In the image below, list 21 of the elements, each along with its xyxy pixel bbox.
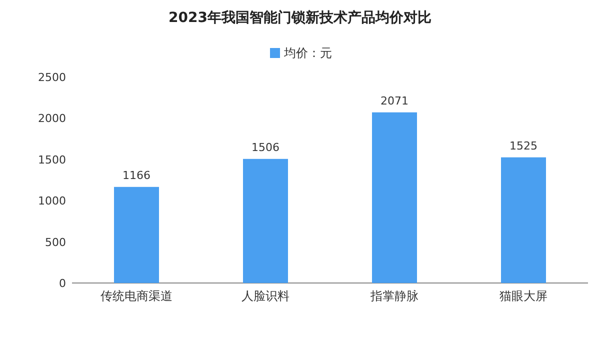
- data-label: 1525: [510, 139, 538, 152]
- legend-label: 均价：元: [283, 46, 332, 60]
- data-label: 2071: [380, 94, 408, 108]
- x-tick-label: 人脸识料: [242, 289, 290, 303]
- legend: 均价：元: [270, 46, 332, 60]
- bar: [114, 186, 159, 283]
- data-label: 1506: [252, 140, 280, 154]
- bar: [243, 158, 288, 283]
- x-tick-label: 指掌静脉: [370, 289, 418, 303]
- x-tick-label: 传统电商渠道: [100, 289, 172, 303]
- y-tick-label: 2500: [38, 71, 66, 84]
- y-tick-label: 0: [59, 277, 66, 290]
- y-tick-label: 1500: [38, 153, 66, 166]
- data-label: 1166: [122, 168, 150, 182]
- chart-title: 2023年我国智能门锁新技术产品均价对比: [168, 9, 432, 26]
- y-tick-label: 500: [45, 236, 66, 249]
- y-tick-label: 2000: [38, 112, 66, 126]
- bar: [501, 157, 546, 283]
- bar: [372, 112, 417, 283]
- x-tick-label: 猫眼大屏: [500, 289, 548, 303]
- y-tick-label: 1000: [38, 194, 66, 208]
